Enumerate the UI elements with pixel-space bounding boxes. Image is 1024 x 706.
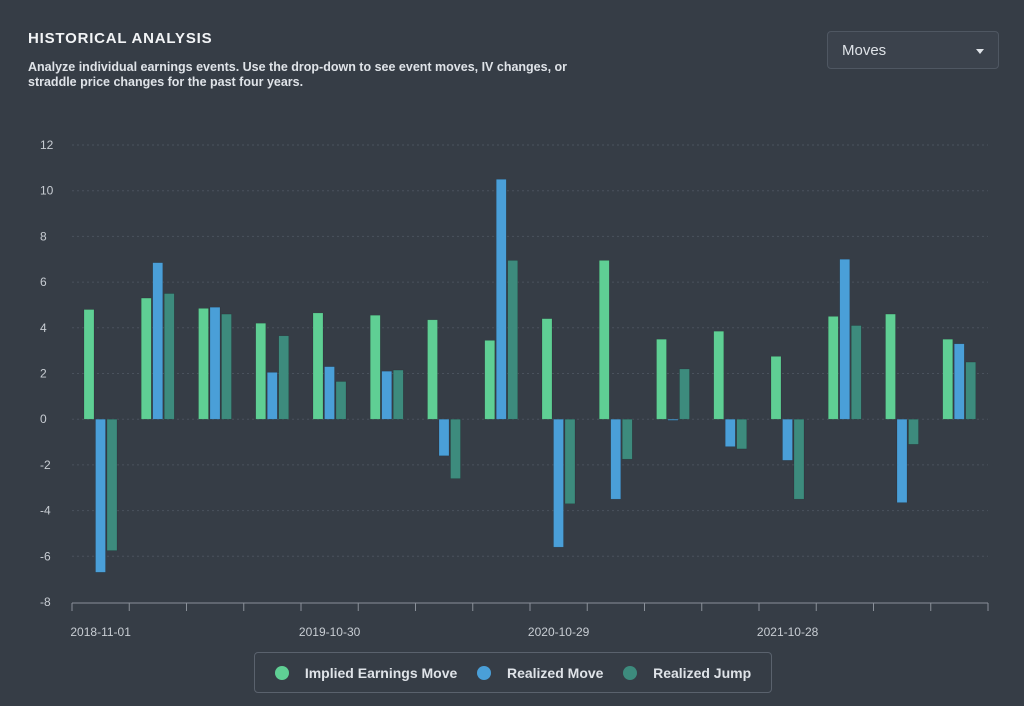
y-tick-label: 10 [40,184,54,198]
bar [507,260,518,420]
legend-label: Realized Jump [653,664,752,681]
legend-item-realized-jump[interactable]: Realized Jump [623,665,751,681]
caret-down-icon [976,49,984,54]
bar [667,418,679,421]
y-tick-label: 6 [40,275,47,289]
bar [106,418,118,551]
x-tick-label: 2020-10-29 [528,625,590,639]
bar [965,361,976,420]
bar [828,316,839,420]
bar [622,418,633,460]
bar [713,330,724,420]
legend-dot-icon [476,665,491,680]
bar [725,418,736,447]
bar [255,322,266,420]
bar [851,325,862,420]
bar [679,368,690,420]
bar [221,313,232,420]
bar [381,370,392,420]
legend-label: Realized Move [506,664,604,681]
bar [370,314,381,420]
bar [896,418,908,503]
dropdown-selected-value: Moves [842,42,887,59]
bar [335,381,347,420]
bar [496,179,507,420]
bar [450,418,461,479]
bar [564,418,576,504]
bar [438,418,450,457]
x-tick-label: 2019-10-30 [299,625,361,639]
legend-dot-icon [623,665,638,680]
chart-legend: Implied Earnings Move Realized Move Real… [254,652,772,693]
legend-dot-icon [274,665,289,680]
x-tick-label: 2018-11-01 [70,625,131,639]
bar [164,293,175,420]
y-tick-label: -2 [40,458,51,472]
bar [312,312,324,420]
bar [942,338,953,420]
y-tick-label: -4 [40,504,51,518]
page-description: Analyze individual earnings events. Use … [28,60,568,89]
bar [141,297,152,420]
bar [599,260,610,420]
bar [324,366,335,420]
y-tick-label: -8 [40,595,51,609]
bar [427,319,438,420]
bar [656,338,667,420]
legend-item-implied-move[interactable]: Implied Earnings Move [274,664,458,681]
y-tick-label: 2 [40,367,47,381]
y-tick-label: 4 [40,321,47,335]
historical-bar-chart: -8 -6 -4 -2 0 2 4 6 8 10 12 2018-11-01 2019-10-30 202… [40,138,989,639]
bar [736,418,747,450]
bar [610,418,621,500]
y-tick-label: -6 [40,549,51,563]
legend-item-realized-move[interactable]: Realized Move [476,664,604,681]
bar [484,340,495,420]
x-tick-label: 2021-10-28 [757,625,819,639]
bar [839,259,850,420]
bar [954,343,965,420]
bar [782,418,793,461]
bar [95,418,106,573]
bar [209,306,221,420]
bar [793,418,805,500]
y-tick-label: 12 [40,138,54,152]
bar [198,308,209,420]
legend-label: Implied Earnings Move [304,664,458,681]
bar [541,318,553,420]
bar [83,309,95,420]
bar [152,262,163,420]
bar [553,418,564,548]
y-tick-label: 8 [40,229,47,243]
y-tick-label: 0 [40,412,47,426]
bar [770,356,782,420]
bar [393,369,404,420]
bar [885,313,896,420]
page-title: HISTORICAL ANALYSIS [28,30,213,47]
view-select-dropdown[interactable]: Moves [827,31,999,69]
bar [908,418,919,445]
bar [278,335,289,420]
bar [267,372,278,420]
